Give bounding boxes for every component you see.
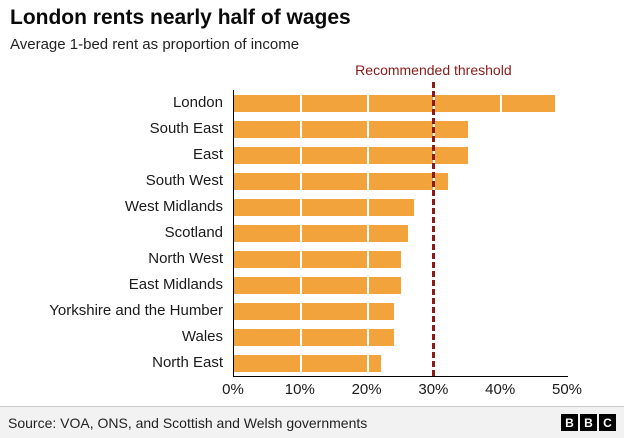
bbc-logo: B B C <box>561 414 616 431</box>
gridline <box>299 90 302 376</box>
bar <box>234 328 395 346</box>
gridline <box>500 90 503 376</box>
bar <box>234 302 395 320</box>
x-tick-label: 50% <box>551 381 583 398</box>
category-label: South West <box>145 172 223 189</box>
chart-title: London rents nearly half of wages <box>10 6 351 29</box>
bar <box>234 94 555 112</box>
bar-row <box>234 142 568 168</box>
bar-row <box>234 298 568 324</box>
category-label: East Midlands <box>128 276 223 293</box>
bar <box>234 120 468 138</box>
x-tick-label: 20% <box>351 381 382 398</box>
bar-row <box>234 246 568 272</box>
category-label: East <box>192 146 223 163</box>
bar-row <box>234 90 568 116</box>
bar-row <box>234 194 568 220</box>
bar-row <box>234 220 568 246</box>
source-text: Source: VOA, ONS, and Scottish and Welsh… <box>8 414 368 431</box>
bbc-logo-letter: C <box>599 414 616 431</box>
bar <box>234 354 381 372</box>
gridline <box>366 90 369 376</box>
chart-subtitle: Average 1-bed rent as proportion of inco… <box>10 36 300 53</box>
x-tick-label: 30% <box>418 381 449 398</box>
category-label: North East <box>152 354 223 371</box>
category-labels: London South East East South West West Midla… <box>0 90 223 376</box>
threshold-line <box>432 82 436 376</box>
bbc-logo-letter: B <box>580 414 597 431</box>
x-tick-label: 10% <box>284 381 315 398</box>
category-label: Scotland <box>164 224 223 241</box>
bar-row <box>234 272 568 298</box>
category-label: Yorkshire and the Humber <box>49 302 223 319</box>
plot-area <box>233 82 568 377</box>
x-tick-label: 0% <box>222 381 244 398</box>
threshold-label: Recommended threshold <box>355 62 512 78</box>
bar <box>234 250 401 268</box>
bbc-logo-letter: B <box>561 414 578 431</box>
bar <box>234 198 415 216</box>
category-label: North West <box>148 250 223 267</box>
bar-row <box>234 350 568 376</box>
bar <box>234 276 401 294</box>
bar <box>234 172 448 190</box>
annotation-layer: Recommended threshold <box>233 62 567 82</box>
x-tick-label: 40% <box>485 381 516 398</box>
bar-row <box>234 116 568 142</box>
category-label: London <box>172 94 223 111</box>
x-axis-labels: 0% 10% 20% 30% 40% 50% <box>222 381 582 401</box>
category-label: South East <box>149 120 223 137</box>
category-label: West Midlands <box>124 198 223 215</box>
bar <box>234 146 468 164</box>
bar-row <box>234 324 568 350</box>
footer: Source: VOA, ONS, and Scottish and Welsh… <box>0 406 624 438</box>
bar <box>234 224 408 242</box>
bar-row <box>234 168 568 194</box>
category-label: Wales <box>181 328 223 345</box>
